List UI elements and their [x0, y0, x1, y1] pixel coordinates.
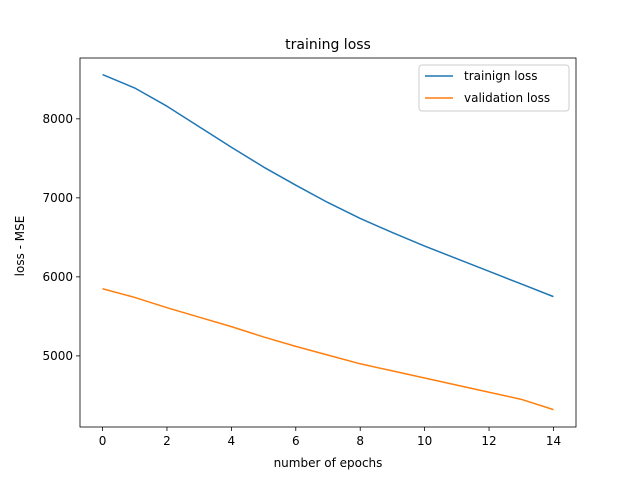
x-tick-label: 14 — [546, 434, 561, 448]
series-line-2 — [102, 287, 554, 411]
plot-frame — [79, 57, 577, 428]
series-lines — [102, 73, 554, 411]
y-axis: 5000 6000 7000 8000 — [42, 112, 80, 363]
x-tick-label: 0 — [99, 434, 107, 448]
y-tick-label: 7000 — [42, 191, 73, 205]
x-tick-label: 2 — [163, 434, 171, 448]
x-tick-label: 10 — [417, 434, 432, 448]
x-tick-label: 8 — [356, 434, 364, 448]
y-tick-label: 8000 — [42, 112, 73, 126]
series-line-1 — [102, 73, 554, 298]
legend-label: validation loss — [464, 91, 550, 105]
legend: trainign loss validation loss — [418, 64, 570, 112]
x-axis-label: number of epochs — [274, 456, 383, 470]
legend-label: trainign loss — [464, 69, 537, 83]
chart-title: training loss — [285, 37, 371, 53]
y-tick-label: 5000 — [42, 349, 73, 363]
x-tick-label: 12 — [481, 434, 496, 448]
x-tick-label: 6 — [292, 434, 300, 448]
x-tick-label: 4 — [228, 434, 236, 448]
y-axis-label: loss - MSE — [13, 216, 27, 277]
plot-area — [79, 57, 577, 428]
y-tick-label: 6000 — [42, 270, 73, 284]
legend-box — [418, 64, 570, 112]
x-axis: 0 2 4 6 8 10 12 14 — [99, 427, 561, 448]
